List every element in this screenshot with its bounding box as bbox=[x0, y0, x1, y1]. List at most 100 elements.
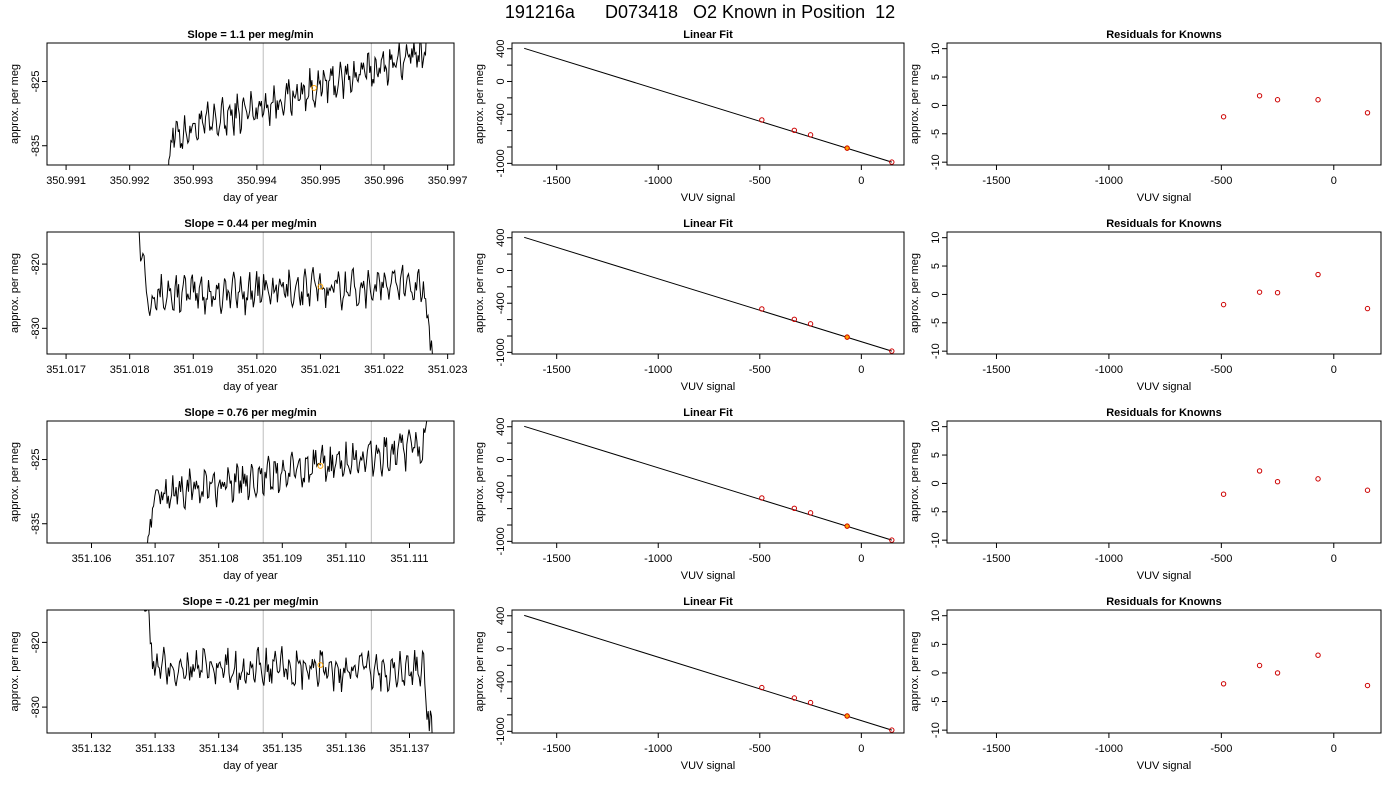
x-tick-label: -1000 bbox=[644, 364, 672, 376]
y-axis-label: approx. per meg bbox=[909, 64, 921, 144]
y-tick-label: 0 bbox=[930, 670, 942, 676]
y-tick-label: -1000 bbox=[495, 338, 507, 366]
x-tick-label: -1500 bbox=[982, 553, 1010, 565]
sample-marker bbox=[317, 283, 324, 290]
x-tick-label: 351.022 bbox=[364, 364, 404, 376]
x-tick-label: 351.020 bbox=[237, 364, 277, 376]
x-tick-label: -1000 bbox=[1095, 175, 1123, 187]
x-axis-label: VUV signal bbox=[681, 760, 735, 772]
x-tick-label: 351.017 bbox=[46, 364, 86, 376]
x-tick-label: 350.994 bbox=[237, 175, 277, 187]
plot-area bbox=[1220, 468, 1371, 497]
known-point bbox=[889, 348, 895, 354]
known-point bbox=[791, 316, 798, 322]
x-tick-label: 351.109 bbox=[262, 553, 302, 565]
fit-line bbox=[524, 614, 892, 731]
residual-point bbox=[1274, 97, 1281, 103]
x-tick-label: -500 bbox=[749, 743, 771, 755]
y-tick-label: -400 bbox=[495, 481, 507, 503]
plot-frame bbox=[511, 609, 905, 734]
panel-title: Slope = 1.1 per meg/min bbox=[187, 29, 314, 41]
x-tick-label: -500 bbox=[749, 364, 771, 376]
trace-panel-3: 351.106 351.107 351.108 351.109 351.110 351.1… bbox=[9, 407, 455, 582]
residual-point bbox=[1220, 114, 1227, 120]
panel-title: Residuals for Knowns bbox=[1106, 218, 1222, 230]
x-tick-label: 0 bbox=[858, 553, 864, 565]
y-tick-label: 0 bbox=[930, 102, 942, 108]
x-axis-label: VUV signal bbox=[681, 381, 735, 393]
y-tick-label: 5 bbox=[930, 263, 942, 269]
x-tick-label: 0 bbox=[1331, 364, 1337, 376]
x-tick-label: -1500 bbox=[982, 175, 1010, 187]
y-tick-label: 0 bbox=[495, 456, 507, 462]
x-tick-label: 351.132 bbox=[72, 743, 112, 755]
plot-frame bbox=[511, 42, 905, 166]
known-point bbox=[759, 306, 765, 312]
plot-area bbox=[1220, 652, 1371, 689]
known-point bbox=[889, 727, 895, 733]
resid-panel-4: -1500 -1000 -500 0 -10 -5 0 5 10 Residuals for Kn… bbox=[909, 596, 1382, 772]
known-point bbox=[807, 699, 814, 706]
y-tick-label: 0 bbox=[930, 480, 942, 486]
x-tick-label: -1000 bbox=[644, 743, 672, 755]
residual-point bbox=[1256, 468, 1263, 474]
residual-point bbox=[1364, 305, 1371, 312]
residual-point bbox=[1274, 479, 1281, 485]
y-tick-label: 5 bbox=[930, 641, 942, 647]
residual-point bbox=[1364, 110, 1371, 116]
x-axis-label: day of year bbox=[223, 570, 278, 582]
residual-point bbox=[1274, 290, 1281, 296]
x-tick-label: -1000 bbox=[644, 553, 672, 565]
plot-frame bbox=[946, 42, 1382, 166]
known-point bbox=[807, 510, 814, 516]
panel-title: Residuals for Knowns bbox=[1106, 29, 1222, 41]
y-tick-label: -5 bbox=[930, 129, 942, 139]
x-tick-label: 351.023 bbox=[428, 364, 468, 376]
sample-marker bbox=[317, 662, 324, 668]
plot-area bbox=[168, 43, 427, 165]
x-tick-label: 350.992 bbox=[110, 175, 150, 187]
panel-title: Residuals for Knowns bbox=[1106, 596, 1222, 608]
known-point bbox=[759, 495, 765, 501]
page-title: 191216a D073418 O2 Known in Position 12 bbox=[504, 2, 896, 22]
x-tick-label: 0 bbox=[1331, 175, 1337, 187]
y-tick-label: -1000 bbox=[495, 527, 507, 555]
y-tick-label: 400 bbox=[495, 229, 507, 247]
x-tick-label: 350.997 bbox=[428, 175, 468, 187]
panel-title: Linear Fit bbox=[683, 218, 733, 230]
x-tick-label: -1000 bbox=[1095, 743, 1123, 755]
y-tick-label: -10 bbox=[930, 154, 942, 170]
fit-panel-3: -1500 -1000 -500 0 -1000 -400 0 400 Linear Fit VU… bbox=[474, 407, 905, 582]
known-point bbox=[844, 334, 850, 340]
y-tick-label: -1000 bbox=[495, 717, 507, 745]
y-axis-label: approx. per meg bbox=[909, 442, 921, 522]
x-axis-label: VUV signal bbox=[681, 192, 735, 204]
panel-title: Slope = -0.21 per meg/min bbox=[182, 596, 318, 608]
y-tick-label: 10 bbox=[930, 421, 942, 433]
signal-trace-line bbox=[138, 232, 433, 354]
y-tick-label: 0 bbox=[930, 291, 942, 297]
known-point bbox=[759, 117, 765, 123]
x-axis-label: VUV signal bbox=[1137, 570, 1191, 582]
x-tick-label: 0 bbox=[858, 364, 864, 376]
plot-area bbox=[524, 614, 895, 733]
sample-marker bbox=[311, 85, 317, 91]
y-tick-label: -10 bbox=[930, 532, 942, 548]
fit-line bbox=[524, 236, 892, 352]
y-tick-label: -5 bbox=[930, 318, 942, 328]
y-tick-label: -830 bbox=[30, 696, 42, 718]
plot-area bbox=[147, 421, 428, 543]
known-point bbox=[844, 523, 850, 529]
y-axis-label: approx. per meg bbox=[9, 64, 21, 144]
residual-point bbox=[1220, 681, 1227, 687]
plot-area bbox=[524, 425, 895, 543]
fit-panel-4: -1500 -1000 -500 0 -1000 -400 0 400 Linear Fit VU… bbox=[474, 596, 905, 772]
panel-title: Linear Fit bbox=[683, 29, 733, 41]
y-tick-label: -835 bbox=[30, 135, 42, 157]
x-tick-label: -1500 bbox=[982, 743, 1010, 755]
residual-point bbox=[1315, 652, 1321, 658]
known-point bbox=[889, 537, 895, 543]
x-tick-label: 351.019 bbox=[173, 364, 213, 376]
x-axis-label: VUV signal bbox=[1137, 760, 1191, 772]
x-tick-label: -500 bbox=[749, 553, 771, 565]
